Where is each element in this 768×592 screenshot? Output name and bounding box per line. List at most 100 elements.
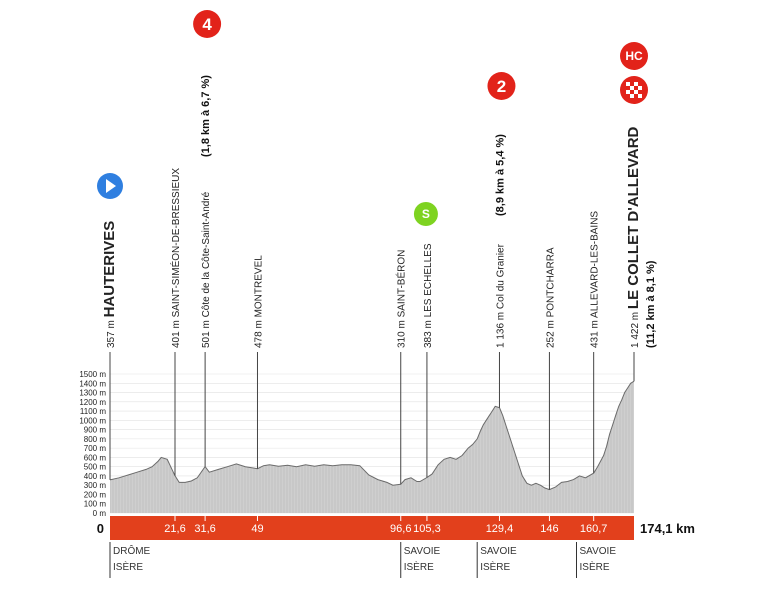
climb-info-group: (11,2 km à 8,1 %): [645, 260, 657, 348]
waypoint-altitude: 431 m: [590, 318, 601, 348]
waypoint-label-group: 383 m LES ECHELLES: [423, 243, 434, 348]
profile-area-group: [109, 380, 635, 513]
gridlines: [110, 373, 634, 514]
checker-square: [630, 94, 634, 98]
y-tick-label: 600 m: [84, 453, 107, 462]
y-tick-label: 1400 m: [79, 379, 106, 388]
climb-category-badge: [620, 42, 648, 70]
y-tick-label: 300 m: [84, 481, 107, 490]
waypoint-name: PONTCHARRA: [545, 247, 556, 317]
profile-hatching: [110, 381, 633, 513]
waypoint-altitude: 1 136 m: [495, 309, 506, 348]
region-bottom-label: ISÈRE: [480, 560, 510, 573]
y-tick-label: 1000 m: [79, 416, 106, 425]
region-top-label: DRÔME: [113, 544, 151, 557]
climb-info-group: (8,9 km à 5,4 %): [494, 134, 506, 216]
waypoint-name: SAINT-BÉRON: [395, 250, 408, 318]
climb-category-badge: [487, 72, 516, 100]
checker-square: [634, 90, 638, 94]
waypoint-label: 478 m MONTREVEL: [253, 255, 264, 348]
waypoint-label: 1 422 m LE COLLET D'ALLEVARD: [625, 126, 642, 348]
waypoint-label-group: 401 m SAINT-SIMÉON-DE-BRESSIEUX: [169, 168, 182, 348]
checker-square: [638, 94, 642, 98]
waypoint-altitude: 252 m: [545, 317, 556, 348]
distance-end-label: 174,1 km: [640, 521, 695, 536]
waypoint-name: MONTREVEL: [253, 255, 264, 318]
play-triangle-glyph: [106, 179, 116, 193]
km-marker-label: 146: [540, 523, 558, 535]
km-marker-label: 160,7: [580, 523, 608, 535]
y-tick-label: 100 m: [84, 500, 107, 509]
y-tick-label: 500 m: [84, 463, 107, 472]
waypoint-label: 252 m PONTCHARRA: [545, 247, 556, 348]
y-tick-label: 400 m: [84, 472, 107, 481]
waypoint-name: LES ECHELLES: [423, 243, 434, 317]
waypoint-label: 501 m Côte de la Côte-Saint-André: [201, 191, 212, 348]
waypoint-label: 383 m LES ECHELLES: [423, 243, 434, 348]
waypoint-label-group: 1 422 m LE COLLET D'ALLEVARD: [625, 126, 642, 348]
region-top-label: SAVOIE: [480, 546, 517, 557]
waypoint-altitude: 401 m: [171, 317, 182, 348]
region-bottom-label: ISÈRE: [580, 560, 610, 573]
waypoint-label: 310 m SAINT-BÉRON: [395, 250, 408, 348]
waypoint-label-group: 501 m Côte de la Côte-Saint-André: [201, 191, 212, 348]
distance-band: 0 174,1 km 21,6 31,6 49 96,6 105,3 129,4 146 160,…: [97, 516, 695, 540]
climb-category-badge: [193, 10, 222, 38]
y-tick-label: 900 m: [84, 426, 107, 435]
sprint-s-icon: [413, 202, 438, 226]
waypoint-altitude: 357 m: [106, 317, 117, 348]
waypoint-name: Col du Granier: [495, 243, 506, 309]
checker-square: [626, 90, 630, 94]
climb-badges: S 4 2 HC: [97, 10, 648, 226]
y-tick-label: 0 m: [93, 509, 107, 518]
waypoint-label-group: 310 m SAINT-BÉRON: [395, 250, 408, 348]
waypoint-altitude: 310 m: [397, 317, 408, 348]
waypoint-altitude: 383 m: [423, 317, 434, 348]
waypoint-altitude: 1 422 m: [630, 309, 641, 348]
waypoint-name: SAINT-SIMÉON-DE-BRESSIEUX: [169, 168, 182, 318]
checker-square: [638, 86, 642, 90]
km-marker-label: 31,6: [194, 523, 215, 535]
checker-square: [626, 82, 630, 86]
waypoint-name: Côte de la Côte-Saint-André: [201, 191, 212, 317]
waypoint-label: 1 136 m Col du Granier: [495, 243, 506, 348]
climb-info-label: (1,8 km à 6,7 %): [200, 75, 212, 157]
checker-square: [634, 82, 638, 86]
waypoint-label-group: 252 m PONTCHARRA: [545, 247, 556, 348]
waypoints: 357 m HAUTERIVES 401 m SAINT-SIMÉON-DE-BR…: [101, 75, 657, 490]
km-marker-label: 49: [251, 523, 263, 535]
climb-category-label: 4: [202, 15, 212, 34]
waypoint-name: LE COLLET D'ALLEVARD: [625, 126, 642, 309]
waypoint-label: 357 m HAUTERIVES: [101, 221, 118, 348]
climb-category-label: HC: [625, 49, 643, 63]
checker-square: [630, 86, 634, 90]
waypoint-label-group: 1 136 m Col du Granier: [495, 243, 506, 348]
distance-start-label: 0: [97, 521, 104, 536]
waypoint-label-group: 357 m HAUTERIVES: [101, 221, 118, 348]
y-tick-label: 1500 m: [79, 370, 106, 379]
waypoint-label: 431 m ALLEVARD-LES-BAINS: [590, 211, 601, 348]
region-top-label: SAVOIE: [404, 546, 441, 557]
region-bottom-label: ISÈRE: [404, 560, 434, 573]
waypoint-name: HAUTERIVES: [101, 221, 118, 318]
y-tick-label: 1200 m: [79, 398, 106, 407]
y-tick-label: 1100 m: [80, 407, 106, 416]
climb-info-label: (11,2 km à 8,1 %): [645, 260, 657, 348]
elevation-profile-fill: [110, 381, 634, 513]
y-tick-label: 800 m: [84, 435, 107, 444]
waypoint-altitude: 478 m: [253, 317, 264, 348]
y-tick-label: 200 m: [84, 490, 107, 499]
y-tick-label: 700 m: [84, 444, 107, 453]
waypoint-label-group: 478 m MONTREVEL: [253, 255, 264, 348]
waypoint-name: ALLEVARD-LES-BAINS: [590, 211, 601, 318]
y-tick-label: 1300 m: [79, 389, 106, 398]
sprint-label: S: [422, 207, 430, 221]
waypoint-label-group: 431 m ALLEVARD-LES-BAINS: [590, 211, 601, 348]
waypoint-label: 401 m SAINT-SIMÉON-DE-BRESSIEUX: [169, 168, 182, 348]
climb-info-label: (8,9 km à 5,4 %): [494, 134, 506, 216]
km-marker-label: 105,3: [413, 523, 441, 535]
km-marker-label: 129,4: [486, 523, 514, 535]
climb-category-label: 2: [497, 77, 506, 96]
km-marker-label: 21,6: [164, 523, 185, 535]
